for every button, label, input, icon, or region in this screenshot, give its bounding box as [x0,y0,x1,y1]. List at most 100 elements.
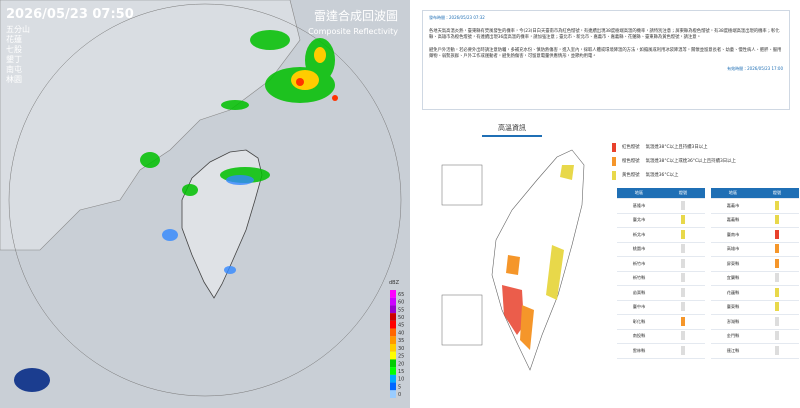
region-light [661,343,705,359]
legend-swatch [612,170,616,180]
light [775,331,779,341]
header-cell: 地區 [711,188,755,199]
region-light [755,271,799,286]
radar-title: 雷達合成回波圖 [314,8,398,23]
light [681,273,685,283]
light [775,244,779,254]
region-light [661,227,705,243]
light [681,302,685,312]
table-row: 桃園市 高雄市 [617,242,799,257]
colorbar-swatch [390,305,396,314]
station: 南屯 [6,64,22,74]
alert-box: 發布時間：2026/05/23 07:32 各地天氣高溫炎熱，臺東縣有焚風發生的… [422,10,790,110]
region-light [661,242,705,257]
spacer [705,285,711,300]
table-row: 新北市 臺南市 [617,227,799,243]
colorbar-tick-label: 35 [398,338,404,344]
legend-item: 黃色燈號 氣溫達36°C以上 [612,168,736,182]
legend-desc: 氣溫達36°C以上 [645,173,679,178]
valid: 有效時間：2026/05/23 17:00 [727,66,783,72]
radar-image: 2026/05/23 07:50 雷達合成回波圖 Composite Refle… [0,0,410,408]
region-light [755,329,799,344]
colorbar-swatch [390,313,396,321]
region-light [661,285,705,301]
table-row: 臺中市 臺東縣 [617,300,799,315]
region-name: 新竹市 [617,256,661,272]
legend-level: 紅色燈號 [622,145,640,150]
table-row: 基隆市 嘉義市 [617,198,799,214]
region-name: 連江縣 [711,343,755,359]
light [681,258,685,268]
table-row: 臺北市 嘉義縣 [617,213,799,228]
colorbar-swatch [390,374,396,383]
echo-weak [162,175,254,274]
region-name: 桃園市 [617,242,661,257]
table-row: 新竹市 屏東縣 [617,256,799,272]
station: 五分山 [6,24,30,34]
light [775,273,779,283]
spacer [705,300,711,315]
colorbar-swatch [390,320,396,329]
region-light [755,242,799,257]
region-light [755,198,799,214]
colorbar-tick-label: 60 [398,300,404,306]
table-row: 彰化縣 澎湖縣 [617,314,799,330]
legend-swatch [612,156,616,166]
region-name: 嘉義市 [711,198,755,214]
taiwan-map [441,149,585,371]
section-title: 高溫資訊 [482,123,542,137]
light [681,287,685,297]
region-name: 臺中市 [617,300,661,315]
colorbar-tick-label: 5 [398,384,401,390]
colorbar-tick-label: 15 [398,369,404,375]
colorbar-swatch [390,290,396,298]
region-light [755,256,799,272]
light [681,316,685,326]
header-cell: 燈號 [661,188,705,199]
region-light [661,314,705,330]
spacer [705,213,711,228]
region-light [661,329,705,344]
legend: 紅色燈號 氣溫達38°C以上且持續3日以上 橙色燈號 氣溫達38°C以上或達36°C以… [612,140,736,182]
region-light [755,314,799,330]
colorbar-swatch [390,336,396,344]
region-name: 雲林縣 [617,343,661,359]
table-row: 新竹縣 宜蘭縣 [617,271,799,286]
light [681,331,685,341]
light [681,215,685,225]
light [681,345,685,355]
logo [14,368,50,392]
colorbar-swatch [390,344,396,352]
colorbar-tick-label: 40 [398,330,404,336]
region-name: 高雄市 [711,242,755,257]
station: 林園 [6,74,22,84]
colorbar-tick-label: 20 [398,361,404,367]
light [681,229,685,239]
legend-desc: 氣溫達38°C以上且持續3日以上 [645,145,708,150]
region-name: 金門縣 [711,329,755,344]
legend-level: 黃色燈號 [622,173,640,178]
radar-subtitle: Composite Reflectivity [308,27,398,36]
region-light [755,227,799,243]
range-ring [8,3,402,397]
region-name: 南投縣 [617,329,661,344]
colorbar-tick-label: 25 [398,354,404,360]
region-light [661,300,705,315]
taiwan [181,149,263,299]
region-name: 臺東縣 [711,300,755,315]
light [775,345,779,355]
colorbar-tick-label: 45 [398,323,404,329]
light [775,258,779,268]
region-light [755,285,799,301]
light [775,200,779,210]
table-header: 地區 燈號 地區 燈號 [617,188,799,199]
colorbar-swatch [390,382,396,391]
region-name: 花蓮縣 [711,285,755,301]
colorbar-swatch [390,390,396,398]
region-name: 嘉義縣 [711,213,755,228]
colorbar-swatch [390,328,396,337]
spacer [705,256,711,271]
colorbar-unit: dBZ [389,280,400,286]
alert-page: 發布時間：2026/05/23 07:32 各地天氣高溫炎熱，臺東縣有焚風發生的… [412,0,800,408]
